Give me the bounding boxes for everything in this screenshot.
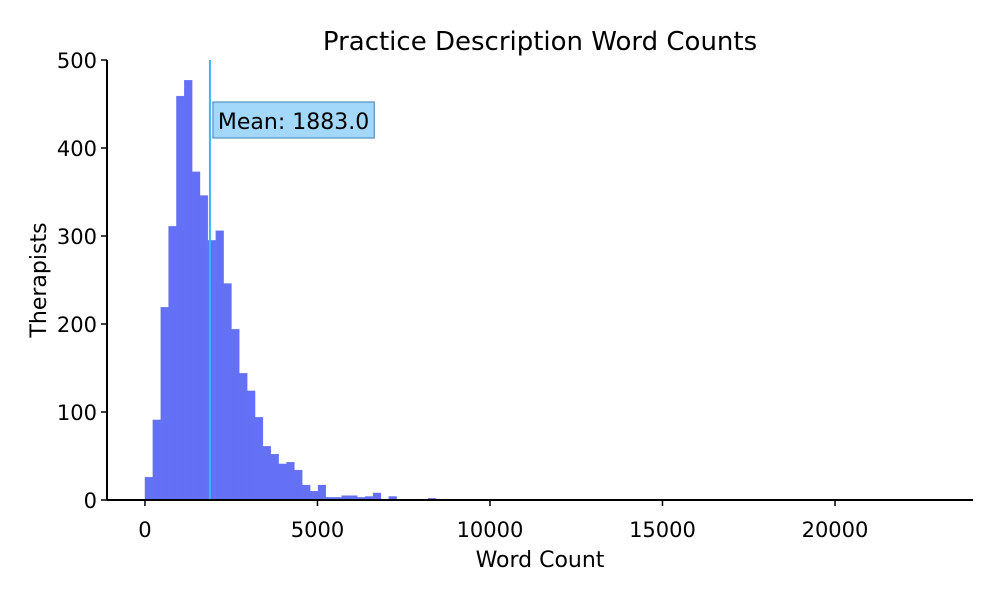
histogram-bar xyxy=(152,419,161,501)
histogram-bar xyxy=(309,491,319,501)
chart-title: Practice Description Word Counts xyxy=(323,27,757,57)
x-tick-label: 10000 xyxy=(457,518,524,542)
y-tick-label: 200 xyxy=(57,313,97,337)
histogram-bar xyxy=(231,329,240,501)
axes: 0 5000 10000 15000 20000 0 100 200 300 400 500 xyxy=(57,49,973,542)
histogram-bar xyxy=(262,446,271,501)
x-axis-label: Word Count xyxy=(476,548,605,573)
histogram-bar xyxy=(223,283,232,501)
x-tick-label: 0 xyxy=(138,518,151,542)
histogram-bar xyxy=(239,373,248,501)
histogram-bar xyxy=(199,195,209,501)
mean-annotation-label: Mean: 1883.0 xyxy=(218,110,369,135)
y-tick-label: 400 xyxy=(57,137,97,161)
histogram-bar xyxy=(168,226,177,501)
mean-line-layer: Mean: 1883.0 xyxy=(208,60,375,500)
histogram-bar xyxy=(215,230,224,501)
y-tick-label: 100 xyxy=(57,401,97,425)
histogram-bar xyxy=(254,417,264,501)
y-axis-label: Therapists xyxy=(27,222,52,338)
histogram-bar xyxy=(278,463,287,501)
histogram-bar xyxy=(160,307,169,501)
histogram-bar xyxy=(294,469,303,501)
x-tick-label: 20000 xyxy=(802,518,869,542)
mean-annotation-box xyxy=(212,101,375,139)
x-tick-label: 15000 xyxy=(629,518,696,542)
histogram-bar xyxy=(286,462,295,501)
y-tick-label: 0 xyxy=(84,489,97,513)
histogram-bar xyxy=(317,484,327,501)
histogram-bar xyxy=(270,454,279,501)
histogram-bar xyxy=(184,80,193,501)
histogram-bar xyxy=(302,484,311,501)
histogram-bar xyxy=(247,390,256,501)
x-tick-label: 5000 xyxy=(291,518,344,542)
histogram-bar xyxy=(372,492,382,501)
histogram-bar xyxy=(176,95,185,501)
histogram-bar xyxy=(144,476,153,501)
y-tick-label: 300 xyxy=(57,225,97,249)
histogram-bar xyxy=(192,171,201,501)
histogram-bars xyxy=(144,80,437,501)
y-tick-label: 500 xyxy=(57,49,97,73)
